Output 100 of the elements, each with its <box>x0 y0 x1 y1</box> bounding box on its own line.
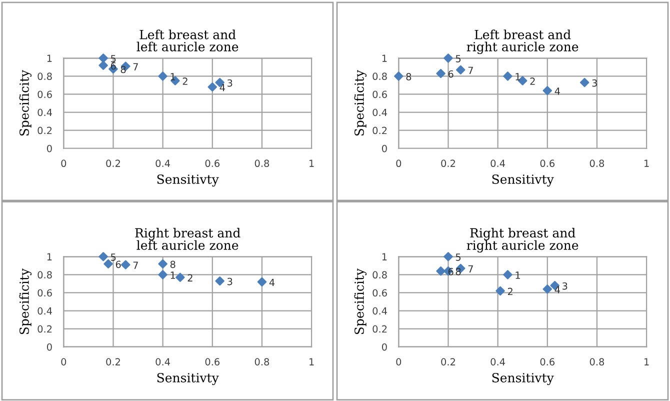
y-tick-label: 0 <box>46 343 52 351</box>
y-axis-title: Specificity <box>354 268 367 334</box>
point <box>158 72 168 81</box>
annotation: 6 <box>448 70 454 78</box>
chart-title: Left breast and left auricle zone <box>136 30 238 52</box>
y-axis-title: Specificity <box>19 268 32 334</box>
x-tick-label: 0.2 <box>106 358 120 366</box>
y-tick-label: 0.2 <box>372 325 387 333</box>
y-axis-title: Specificity <box>354 70 367 136</box>
annotation: 2 <box>508 288 512 295</box>
y-tick-label: 0.4 <box>372 307 387 315</box>
x-tick-label: 0.4 <box>156 160 170 168</box>
y-tick-label: 1 <box>47 253 52 260</box>
x-axis-title: Sensitivty <box>492 372 554 386</box>
x-tick-label: 0.4 <box>490 160 505 168</box>
x-tick-label: 1 <box>644 358 649 366</box>
x-tick-label: 0.8 <box>254 160 270 168</box>
y-tick-label: 0.8 <box>372 72 387 80</box>
point <box>394 72 404 81</box>
x-tick-label: 0.4 <box>490 358 505 366</box>
point <box>215 276 224 286</box>
chart-title: Left breast and right auricle zone <box>466 30 578 54</box>
annotation: 2 <box>182 78 188 85</box>
annotation: 5 <box>456 55 461 62</box>
point <box>158 270 168 280</box>
point <box>444 252 453 262</box>
point <box>257 277 267 287</box>
y-tick-label: 0.6 <box>38 90 52 98</box>
y-tick-label: 0.8 <box>372 271 387 279</box>
annotation: 8 <box>170 260 176 268</box>
x-tick-label: 1 <box>310 358 314 366</box>
y-axis-title: Specificity <box>19 70 32 136</box>
point <box>104 259 113 268</box>
y-tick-label: 0.4 <box>38 108 52 116</box>
annotation: 4 <box>554 88 560 95</box>
x-tick-label: 0 <box>61 160 66 168</box>
point <box>208 82 218 92</box>
y-tick-label: 0.6 <box>372 289 387 297</box>
annotation: 3 <box>562 282 568 290</box>
annotation: 6 <box>116 260 121 268</box>
x-tick-label: 0.2 <box>441 358 455 366</box>
annotation: 3 <box>228 278 232 286</box>
annotation: 3 <box>592 79 597 87</box>
point <box>98 54 108 63</box>
y-tick-label: 0.2 <box>38 126 52 134</box>
point <box>176 272 185 282</box>
x-tick-label: 0.8 <box>590 358 604 366</box>
x-axis-title: Sensitivty <box>157 372 219 386</box>
annotation: 1 <box>516 272 520 279</box>
y-tick-label: 0.8 <box>38 72 52 80</box>
point <box>121 260 130 270</box>
chart-title: Right breast and right auricle zone <box>466 228 578 252</box>
y-tick-label: 0.4 <box>372 108 387 116</box>
annotation: 2 <box>188 274 192 282</box>
point <box>542 86 552 96</box>
y-tick-label: 0.2 <box>38 325 52 333</box>
annotation: 7 <box>468 265 473 272</box>
point <box>496 286 505 296</box>
annotation: 7 <box>133 262 138 269</box>
annotation: 5 <box>456 254 461 261</box>
x-tick-label: 0.4 <box>156 358 170 366</box>
x-tick-label: 1 <box>310 160 314 167</box>
annotation: 7 <box>468 66 473 74</box>
annotation: 1 <box>516 73 520 80</box>
x-axis-title: Sensitivty <box>492 174 554 187</box>
x-tick-label: 0 <box>396 358 402 366</box>
x-tick-label: 0.2 <box>441 160 455 168</box>
x-tick-label: 0 <box>396 160 402 168</box>
x-tick-label: 0.2 <box>106 160 120 168</box>
annotation: 1 <box>170 272 176 279</box>
point <box>503 270 512 280</box>
y-tick-label: 0 <box>382 144 387 152</box>
y-tick-label: 1 <box>382 54 387 62</box>
annotation: 7 <box>133 63 138 70</box>
annotation: 8 <box>120 66 126 74</box>
x-axis-title: Sensitivty <box>157 174 219 187</box>
y-tick-label: 0 <box>46 144 52 152</box>
y-tick-label: 1 <box>382 253 387 260</box>
x-tick-label: 0.6 <box>205 358 220 366</box>
point <box>436 266 446 276</box>
x-tick-label: 0.8 <box>590 160 604 168</box>
y-tick-label: 0.6 <box>372 90 387 98</box>
annotation: 4 <box>554 286 560 294</box>
point <box>98 60 108 70</box>
x-tick-label: 0 <box>61 358 66 366</box>
x-tick-label: 1 <box>644 160 649 167</box>
y-tick-label: 0.2 <box>372 126 387 134</box>
point <box>580 78 590 88</box>
point <box>98 252 108 262</box>
y-tick-label: 0.4 <box>38 307 52 315</box>
point <box>436 68 446 78</box>
annotation: 4 <box>220 84 225 92</box>
annotation: 8 <box>406 73 412 80</box>
x-tick-label: 0.6 <box>540 358 555 366</box>
x-tick-label: 0.6 <box>540 160 555 168</box>
annotation: 5 <box>111 254 116 261</box>
point <box>444 54 453 63</box>
point <box>542 284 552 294</box>
annotation: 5 <box>111 55 116 62</box>
annotation: 4 <box>269 278 275 286</box>
